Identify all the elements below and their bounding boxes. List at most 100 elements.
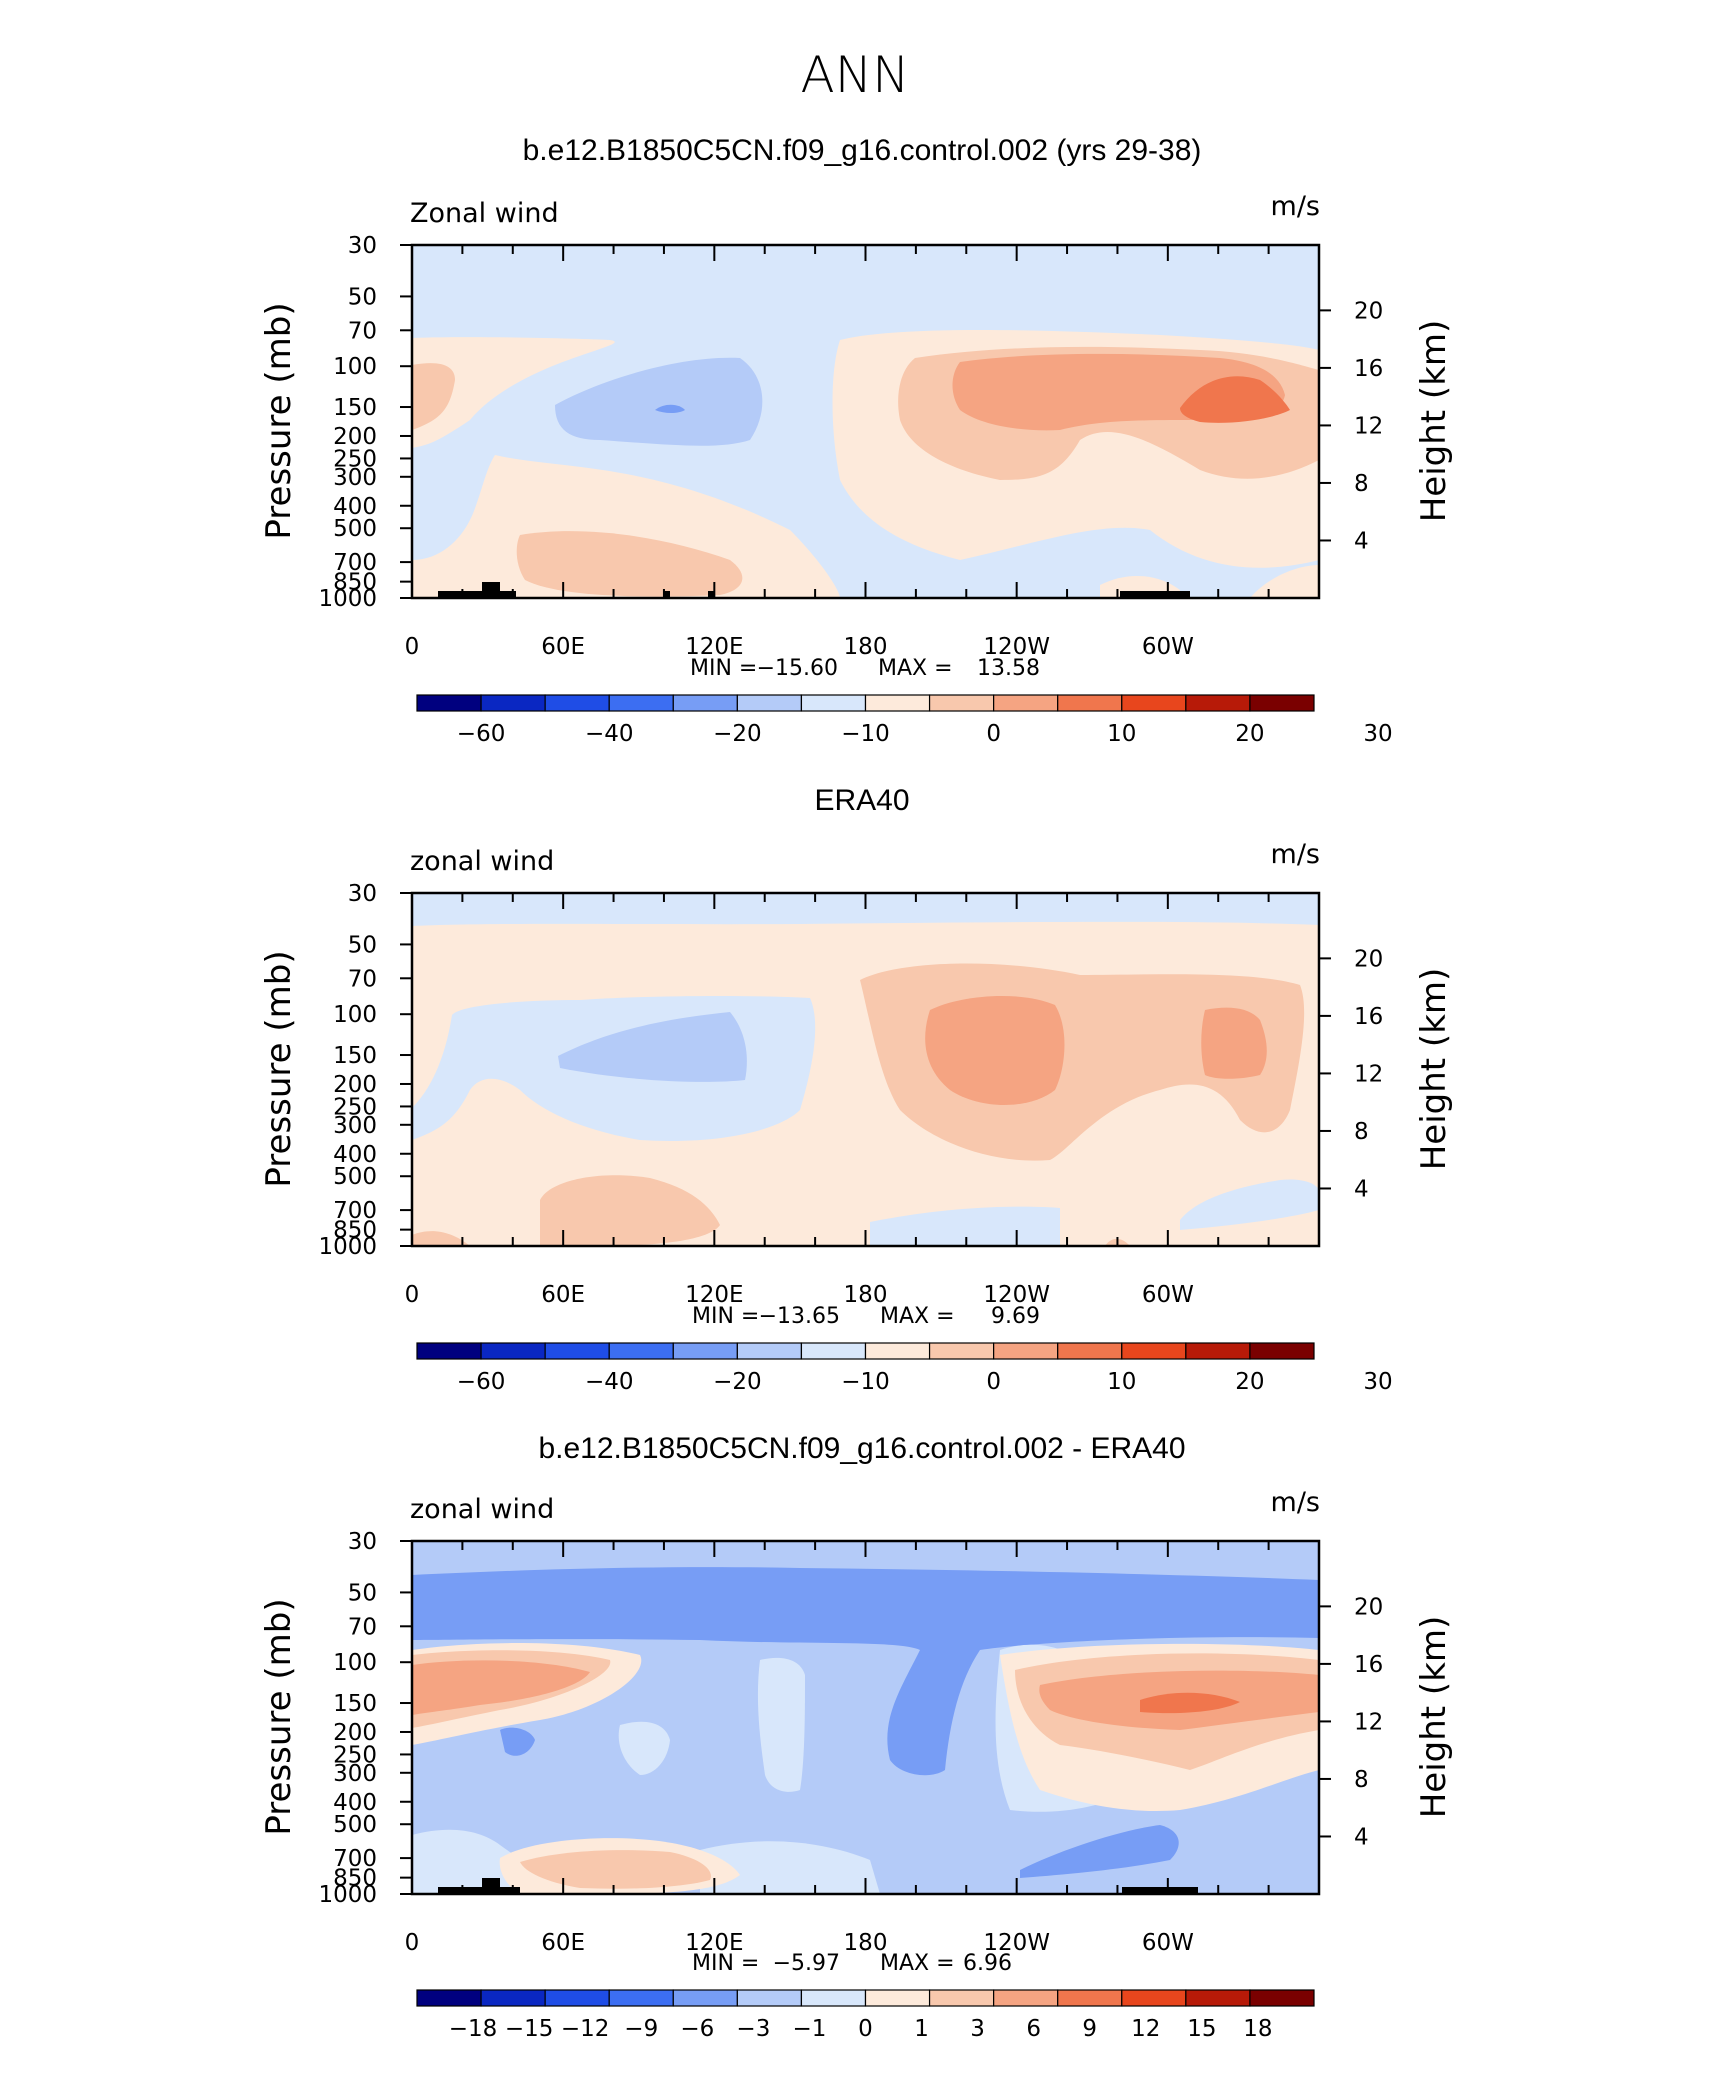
y2-tick-label: 4 <box>1354 528 1369 554</box>
y-tick-label: 850 <box>333 1866 377 1892</box>
y-tick-label: 1000 <box>318 1882 377 1908</box>
colorbar-label: −6 <box>680 2016 714 2042</box>
colorbar-label: 9 <box>1082 2016 1097 2042</box>
y-tick-label: 200 <box>333 1072 377 1098</box>
colorbar-swatch <box>800 694 867 712</box>
variable-label: zonal wind <box>410 1494 554 1525</box>
y-tick-label: 300 <box>333 1761 377 1787</box>
contour-negative-top <box>412 893 1319 926</box>
colorbar-swatch <box>1057 1342 1123 1360</box>
y2-axis-label: Height (km) <box>1414 320 1454 523</box>
y-tick-label: 30 <box>348 881 377 907</box>
y-tick-label: 150 <box>333 1691 377 1717</box>
colorbar-swatch <box>1249 1342 1315 1360</box>
contour-negative-west <box>555 357 763 446</box>
x-tick-label: 0 <box>405 1282 420 1308</box>
land-africa <box>438 1887 520 1894</box>
colorbar-swatch <box>1057 694 1123 712</box>
panel-3: b.e12.B1850C5CN.f09_g16.control.002 - ER… <box>259 1432 1454 2042</box>
colorbar-swatch <box>480 1989 546 2007</box>
colorbar-swatch <box>672 1342 738 1360</box>
colorbar-label: −15 <box>505 2016 554 2042</box>
colorbar-swatch <box>1249 1989 1315 2007</box>
land-islands2 <box>708 591 714 598</box>
y-tick-label: 250 <box>333 1742 377 1768</box>
contour-neg6-cell <box>500 1727 535 1756</box>
colorbar-swatch <box>864 1989 931 2007</box>
colorbar-label: −12 <box>561 2016 610 2042</box>
y2-tick-label: 4 <box>1354 1176 1369 1202</box>
colorbar-swatch <box>416 1989 482 2007</box>
colorbar-label: 0 <box>986 1369 1001 1395</box>
contour-neg1-cells2 <box>618 1721 670 1775</box>
land-africa <box>438 591 516 598</box>
colorbar-label: 20 <box>1235 1369 1264 1395</box>
y-tick-label: 200 <box>333 424 377 450</box>
colorbar-label: −3 <box>736 2016 770 2042</box>
land-south-america <box>1122 1887 1198 1894</box>
y-tick-label: 100 <box>333 354 377 380</box>
colorbar-swatch <box>1185 694 1251 712</box>
colorbar-swatch <box>480 1342 546 1360</box>
colorbar-label: 10 <box>1107 721 1136 747</box>
y2-tick-label: 12 <box>1354 413 1383 439</box>
stats: MIN = −15.60 MAX = 13.58 <box>690 656 1040 681</box>
x-tick-label: 120E <box>685 634 743 660</box>
colorbar-swatch <box>1121 1989 1187 2007</box>
colorbar-swatch <box>544 1342 610 1360</box>
colorbar-swatch <box>1121 1342 1187 1360</box>
y2-tick-label: 8 <box>1354 1119 1369 1145</box>
colorbar-swatch <box>1185 1989 1251 2007</box>
y2-tick-label: 16 <box>1354 356 1383 382</box>
colorbar-swatch <box>736 694 803 712</box>
y2-axis-label: Height (km) <box>1414 968 1454 1171</box>
x-tick-label: 0 <box>405 634 420 660</box>
colorbar-swatch <box>928 1989 995 2007</box>
y-tick-label: 150 <box>333 1043 377 1069</box>
plot-area <box>410 1539 1321 1896</box>
contour-pos9-eastcore <box>1140 1692 1240 1714</box>
colorbar-label: −10 <box>841 721 890 747</box>
y-tick-label: 700 <box>333 1846 377 1872</box>
x-tick-label: 60E <box>541 634 585 660</box>
y-tick-label: 700 <box>333 550 377 576</box>
y-tick-label: 1000 <box>318 1234 377 1260</box>
x-tick-label: 60E <box>541 1930 585 1956</box>
land-islands <box>664 591 670 598</box>
figure-title: ANN <box>800 46 909 104</box>
colorbar-label: 15 <box>1187 2016 1216 2042</box>
colorbar-swatch <box>416 694 482 712</box>
x-tick-label: 60W <box>1142 1930 1194 1956</box>
colorbar-label: −10 <box>841 1369 890 1395</box>
y-tick-label: 50 <box>348 932 377 958</box>
contour-negative-core <box>655 404 685 413</box>
y2-tick-label: 20 <box>1354 298 1383 324</box>
plot-area <box>410 243 1321 600</box>
x-tick-label: 120W <box>983 634 1050 660</box>
x-tick-label: 120W <box>983 1930 1050 1956</box>
units-label: m/s <box>1271 839 1320 870</box>
colorbar: −18 −15 −12 −9 −6 −3 −1 0 1 3 6 9 12 15 18 <box>416 1989 1315 2042</box>
colorbar-swatch <box>864 694 931 712</box>
colorbar-label: −20 <box>713 721 762 747</box>
y-axis-label: Pressure (mb) <box>259 1598 299 1835</box>
max-value: 13.58 <box>977 656 1040 681</box>
colorbar-label: −60 <box>457 1369 506 1395</box>
colorbar: −60 −40 −20 −10 0 10 20 30 <box>416 1342 1393 1395</box>
y-tick-label: 70 <box>348 318 377 344</box>
y-tick-label: 30 <box>348 1529 377 1555</box>
contour-pos6-westjet <box>412 1660 590 1715</box>
y2-tick-label: 4 <box>1354 1824 1369 1850</box>
colorbar-label: −40 <box>585 721 634 747</box>
variable-label: Zonal wind <box>410 198 559 229</box>
contour-neg6-band <box>412 1567 1319 1776</box>
y-axis-label: Pressure (mb) <box>259 950 299 1187</box>
x-tick-label: 60W <box>1142 1282 1194 1308</box>
y-tick-label: 50 <box>348 284 377 310</box>
colorbar-label: 18 <box>1243 2016 1272 2042</box>
contour-positive-lower-east2 <box>1250 565 1319 598</box>
colorbar-swatch <box>993 694 1059 712</box>
y-tick-label: 150 <box>333 395 377 421</box>
